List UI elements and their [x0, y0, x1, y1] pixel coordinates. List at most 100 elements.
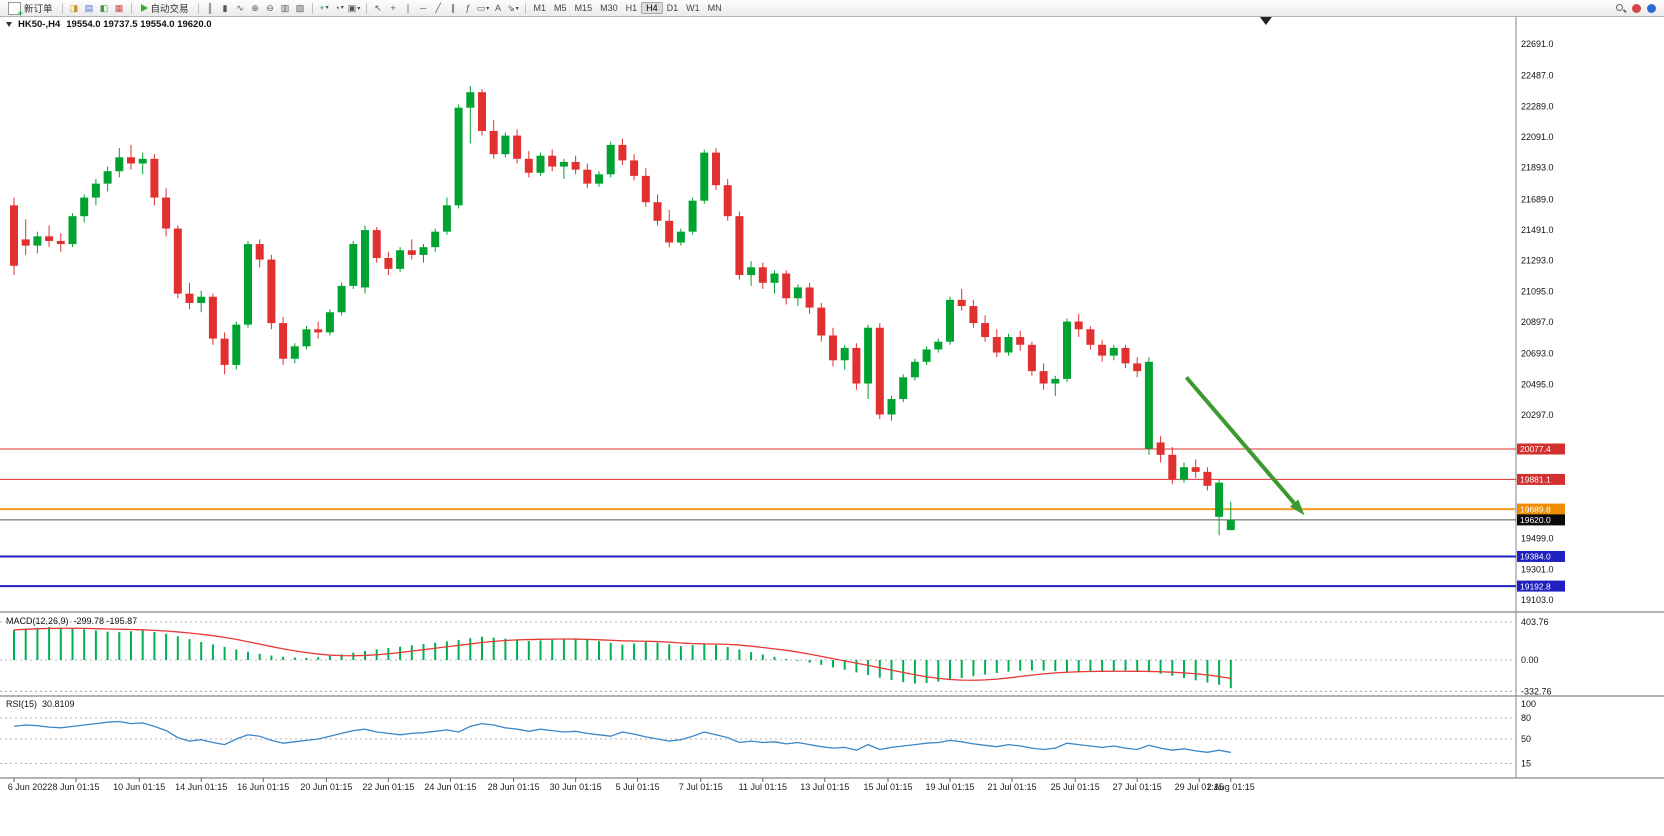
candle-body [875, 327, 884, 415]
candle-body [501, 135, 510, 155]
dropdown-caret-icon[interactable]: ▾ [340, 5, 344, 12]
timeframe-d1-button[interactable]: D1 [666, 2, 679, 13]
dropdown-caret-icon[interactable]: ▾ [515, 5, 519, 12]
arrows-icon[interactable]: ⇘ ▾ [507, 2, 519, 13]
candle-body [536, 155, 545, 173]
timeframe-mn-button[interactable]: MN [707, 2, 722, 13]
dropdown-caret-icon[interactable]: ▾ [357, 5, 361, 12]
notifications-icon[interactable] [1632, 3, 1641, 13]
navigator-icon[interactable]: ◧ [99, 2, 109, 13]
auto-trading-button[interactable]: 自动交易 [136, 0, 194, 16]
channel-icon[interactable]: ∥ [450, 2, 456, 13]
toolbar-separator [311, 2, 313, 14]
text-icon[interactable]: A [495, 2, 502, 13]
candle-body [1051, 378, 1060, 384]
chart-collapse-icon[interactable] [6, 22, 12, 27]
insert-icons-group: + ▾ ◔ ▾ ▣ ▾ [317, 1, 362, 15]
timeframe-h4-button[interactable]: H4 [641, 1, 663, 14]
svg-text:19192.8: 19192.8 [1520, 581, 1551, 591]
fibonacci-icon[interactable]: ƒ [465, 2, 471, 13]
toolbar-right-icons [1614, 2, 1659, 15]
market-watch-icon[interactable]: ◨ [69, 2, 79, 13]
terminal-icon[interactable]: ▦ [114, 2, 124, 13]
price-badge-support-line-1[interactable]: 19384.0 [1517, 550, 1565, 562]
candle-body [817, 307, 826, 336]
candle-body [454, 107, 463, 206]
chart-shift-marker[interactable] [1259, 17, 1272, 25]
new-order-button[interactable]: 新订单 [3, 0, 58, 18]
candle-body [887, 399, 896, 415]
candle-body [793, 287, 802, 299]
cursor-icon[interactable]: ↖ [374, 2, 382, 13]
candlestick-chart-icon[interactable]: ▮ [222, 2, 228, 13]
timeframe-m30-button[interactable]: M30 [600, 2, 618, 13]
candle-body [91, 183, 100, 198]
rsi-axis-label: 80 [1521, 713, 1531, 723]
candle-body [1168, 454, 1177, 480]
rsi-name: RSI(15) [6, 699, 38, 709]
periods-icon[interactable]: ◔ ▾ [334, 2, 344, 13]
data-window-icon[interactable]: ▤ [84, 2, 94, 13]
rsi-indicator-label: RSI(15) 30.8109 [6, 699, 75, 709]
time-axis-label: 16 Jun 01:15 [237, 782, 289, 792]
candle-body [407, 250, 416, 255]
time-axis-label: 27 Jul 01:15 [1113, 782, 1162, 792]
price-badge-current-price-line[interactable]: 19620.0 [1517, 514, 1565, 526]
candle-body [852, 347, 861, 384]
candle-body [665, 220, 674, 243]
time-axis-label: 7 Jul 01:15 [679, 782, 723, 792]
time-axis-label: 2 Aug 01:15 [1207, 782, 1255, 792]
candle-body [80, 197, 89, 217]
macd-values: -299.78 -195.87 [73, 616, 138, 626]
macd-indicator-label: MACD(12,26,9) -299.78 -195.87 [6, 616, 137, 626]
templates-icon[interactable]: ▣ ▾ [347, 2, 361, 13]
trendline-icon[interactable]: ╱ [435, 2, 441, 13]
vertical-line-icon[interactable]: ∣ [405, 2, 411, 13]
candle-body [899, 377, 908, 400]
dropdown-caret-icon[interactable]: ▾ [325, 5, 329, 12]
timeframe-m1-button[interactable]: M1 [533, 2, 547, 13]
price-badge-resistance-line-2[interactable]: 19881.1 [1517, 473, 1565, 485]
price-badge-pivot-line[interactable]: 19689.8 [1517, 503, 1565, 515]
dropdown-caret-icon[interactable]: ▾ [486, 5, 490, 12]
candle-body [185, 293, 194, 303]
candle-body [1098, 344, 1107, 356]
horizontal-levels [0, 448, 1516, 588]
timeframe-m15-button[interactable]: M15 [574, 2, 593, 13]
price-badge-support-line-2[interactable]: 19192.8 [1517, 580, 1565, 592]
search-icon[interactable] [1615, 3, 1628, 14]
time-axis-label: 19 Jul 01:15 [925, 782, 974, 792]
timeframe-h1-button[interactable]: H1 [625, 2, 638, 13]
candle-body [1191, 467, 1200, 472]
crosshair-icon[interactable]: + [390, 2, 396, 13]
cascade-windows-icon[interactable]: ▧ [295, 2, 305, 13]
candle-body [782, 273, 791, 299]
candle-body [653, 202, 662, 221]
timeframe-m5-button[interactable]: M5 [554, 2, 567, 13]
trend-arrow[interactable] [1184, 376, 1305, 516]
time-axis-label: 29 Jul 01:15 [1175, 782, 1224, 792]
candle-body [33, 236, 42, 246]
price-axis-label: 21893.0 [1521, 163, 1554, 173]
horizontal-line-icon[interactable]: ─ [419, 2, 427, 13]
bar-chart-icon[interactable]: ║ [206, 2, 214, 13]
zoom-in-icon[interactable]: ⊕ [251, 2, 259, 13]
timeframe-w1-button[interactable]: W1 [686, 2, 700, 13]
community-icon[interactable] [1645, 2, 1658, 15]
price-badge-resistance-line-1[interactable]: 20077.4 [1517, 443, 1565, 455]
notifications-icon[interactable] [1630, 2, 1643, 15]
shapes-icon[interactable]: ▭ ▾ [476, 2, 490, 13]
candle-body [302, 329, 311, 347]
svg-text:19881.1: 19881.1 [1520, 475, 1551, 485]
zoom-out-icon[interactable]: ⊖ [266, 2, 274, 13]
community-icon[interactable] [1647, 3, 1656, 13]
candle-body [489, 130, 498, 155]
tile-windows-icon[interactable]: ▥ [280, 2, 290, 13]
candle-body [934, 341, 943, 350]
candle-body [524, 158, 533, 173]
indicators-icon[interactable]: + ▾ [319, 2, 329, 13]
rsi-line [13, 720, 1231, 754]
line-chart-icon[interactable]: ∿ [236, 2, 244, 13]
candle-body [723, 185, 732, 217]
